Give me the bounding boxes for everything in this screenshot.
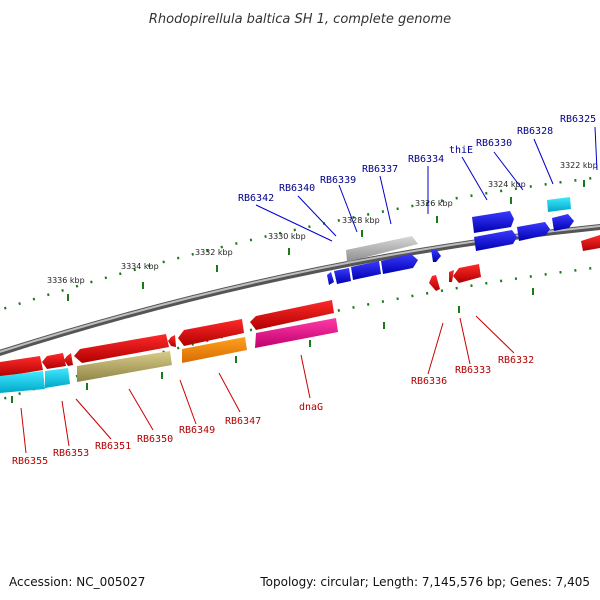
reverse-cds-inner: [0, 318, 338, 393]
gene-label[interactable]: RB6328: [517, 126, 553, 137]
gene-label[interactable]: dnaG: [299, 402, 323, 413]
scale-label: 3322 kbp: [560, 161, 598, 170]
gene-feature: [581, 235, 600, 251]
scale-label: 3326 kbp: [415, 199, 453, 208]
gene-feature: [64, 353, 73, 366]
gene-feature: [547, 197, 571, 212]
inner-major-ticks: [11, 288, 534, 403]
gene-feature: [346, 236, 418, 262]
gene-label[interactable]: RB6330: [476, 138, 512, 149]
gene-feature: [517, 222, 550, 241]
gene-label[interactable]: RB6355: [12, 456, 48, 467]
scale-label: 3332 kbp: [195, 248, 233, 257]
gene-feature: [449, 270, 454, 282]
gene-label[interactable]: RB6337: [362, 164, 398, 175]
scale-label: 3336 kbp: [47, 276, 85, 285]
gene-feature: [334, 268, 351, 284]
gene-feature: [250, 300, 334, 330]
gene-feature: [552, 214, 574, 231]
map-title: Rhodopirellula baltica SH 1, complete ge…: [149, 12, 451, 27]
gene-label[interactable]: RB6334: [408, 154, 444, 165]
accession-label: Accession: NC_005027: [9, 575, 145, 589]
top-label-leaders: [255, 126, 598, 242]
gene-feature: [77, 351, 172, 382]
gene-feature: [0, 371, 45, 393]
genome-summary: Topology: circular; Length: 7,145,576 bp…: [259, 575, 590, 589]
gene-feature: [453, 264, 481, 283]
scale-label: 3334 kbp: [121, 262, 159, 271]
gene-feature: [45, 368, 70, 388]
gene-feature: [474, 230, 517, 251]
gene-label[interactable]: RB6349: [179, 425, 215, 436]
gene-label[interactable]: RB6350: [137, 434, 173, 445]
gene-label[interactable]: RB6351: [95, 441, 131, 452]
gene-label[interactable]: RB6340: [279, 183, 315, 194]
gene-feature: [472, 211, 514, 233]
gene-feature: [351, 261, 381, 280]
gene-feature: [381, 254, 418, 274]
reverse-cds-outer: [0, 235, 600, 377]
scale-label: 3330 kbp: [268, 232, 306, 241]
gene-label[interactable]: thiE: [449, 145, 473, 156]
outer-scale-ticks: [0, 175, 600, 312]
bottom-label-leaders: [20, 315, 515, 454]
gene-feature: [429, 275, 440, 291]
gene-feature: [255, 318, 338, 348]
gene-feature: [42, 353, 66, 369]
gene-label[interactable]: RB6353: [53, 448, 89, 459]
gene-label[interactable]: RB6342: [238, 193, 274, 204]
gene-feature: [327, 272, 334, 285]
gene-label[interactable]: RB6339: [320, 175, 356, 186]
gene-feature: [74, 334, 169, 363]
gene-label[interactable]: RB6347: [225, 416, 261, 427]
forward-cds-inner: [327, 214, 574, 285]
gene-feature: [168, 335, 176, 347]
gene-feature: [178, 319, 244, 346]
forward-cds-outer: [346, 197, 571, 262]
gene-label[interactable]: RB6332: [498, 355, 534, 366]
scale-label: 3328 kbp: [342, 216, 380, 225]
gene-feature: [431, 249, 441, 262]
gene-label[interactable]: RB6325: [560, 114, 596, 125]
gene-label[interactable]: RB6336: [411, 376, 447, 387]
gene-feature: [0, 356, 43, 377]
outer-major-ticks: [67, 180, 585, 301]
gene-feature: [182, 337, 247, 363]
gene-label[interactable]: RB6333: [455, 365, 491, 376]
scale-label: 3324 kbp: [488, 180, 526, 189]
